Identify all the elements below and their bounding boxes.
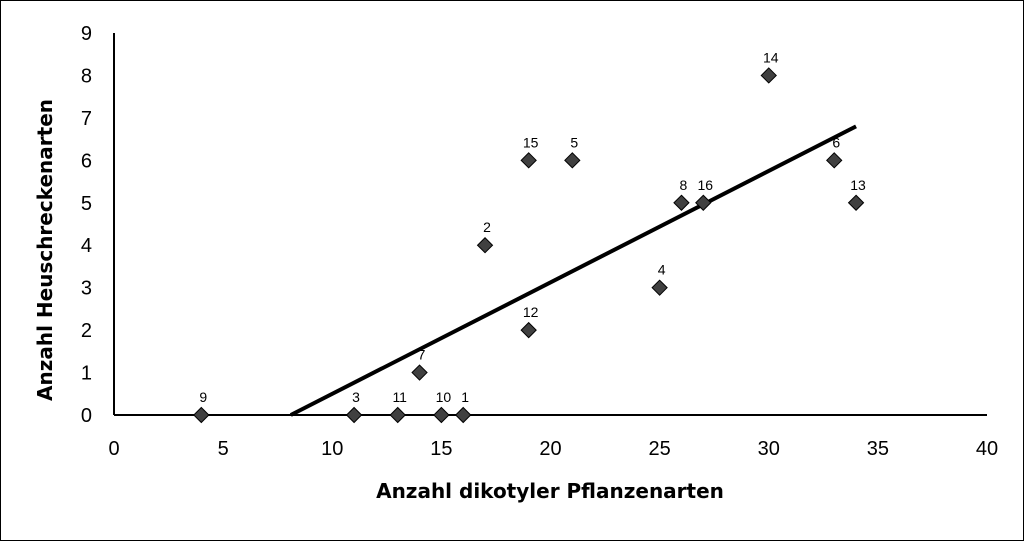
data-point-label: 12 (523, 304, 539, 320)
y-tick-label: 9 (81, 23, 92, 45)
data-point-marker (389, 406, 406, 424)
x-axis-title: Anzahl dikotyler Pflanzenarten (376, 479, 724, 503)
y-tick-label: 2 (81, 320, 92, 342)
x-tick-label: 0 (108, 438, 119, 460)
data-point-label: 16 (697, 177, 713, 193)
data-point-marker (411, 364, 428, 381)
data-point-marker (433, 406, 450, 424)
data-point-label: 4 (658, 262, 666, 278)
y-tick-label: 8 (81, 65, 92, 87)
data-point-marker (826, 152, 843, 169)
data-point-marker (695, 194, 712, 211)
data-point-marker (847, 194, 865, 211)
y-tick-label: 5 (81, 193, 92, 215)
data-point-marker (651, 279, 668, 296)
trendline (289, 124, 857, 417)
x-tick-labels: 0 5 10 15 20 25 30 35 40 (108, 438, 998, 460)
x-tick-label: 20 (539, 438, 561, 460)
x-tick-label: 10 (321, 438, 343, 460)
axes (113, 33, 987, 416)
data-point-marker (193, 406, 210, 424)
x-tick-label: 5 (218, 438, 229, 460)
data-point-marker (520, 321, 537, 339)
trendline-group (289, 124, 857, 417)
data-point-marker (673, 194, 690, 211)
y-tick-labels: 0 1 2 3 4 5 6 7 8 9 (81, 23, 92, 427)
data-point-marker (454, 406, 472, 424)
data-point-label: 9 (199, 389, 207, 405)
y-tick-label: 7 (81, 108, 92, 130)
data-point-label: 6 (832, 134, 840, 150)
y-axis-title: Anzahl Heuschreckenarten (33, 99, 57, 401)
y-tick-label: 6 (81, 150, 92, 172)
x-tick-label: 25 (649, 438, 671, 460)
x-tick-label: 35 (867, 438, 889, 460)
data-point-marker (520, 152, 537, 169)
data-point-label: 7 (418, 347, 426, 363)
data-point-label: 8 (680, 177, 688, 193)
data-point-label: 14 (763, 49, 779, 65)
x-tick-label: 30 (758, 438, 780, 460)
y-tick-label: 3 (81, 278, 92, 300)
data-point-label: 11 (392, 389, 407, 405)
y-tick-label: 4 (81, 235, 92, 257)
x-tick-label: 40 (976, 438, 998, 460)
y-tick-label: 0 (81, 405, 92, 427)
data-point-label: 13 (850, 177, 866, 193)
data-point-label: 3 (352, 389, 360, 405)
data-point-label: 1 (461, 389, 469, 405)
data-point-label: 5 (570, 134, 578, 150)
x-tick-label: 15 (430, 438, 452, 460)
data-point-marker (760, 67, 777, 84)
data-point-label: 15 (523, 134, 539, 150)
y-tick-label: 1 (81, 363, 92, 385)
data-point-marker (476, 237, 494, 254)
data-point-marker (345, 406, 363, 424)
data-point-label: 2 (483, 219, 491, 235)
data-point-label: 10 (436, 389, 452, 405)
data-point-marker (564, 152, 581, 169)
